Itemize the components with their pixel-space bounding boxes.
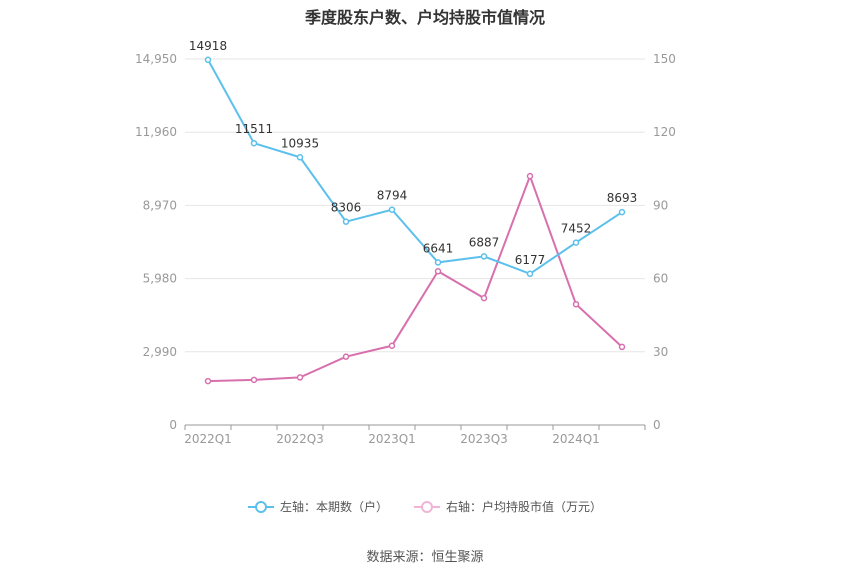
left-axis-tick-label: 11,960 [135, 125, 177, 139]
left-axis-tick-label: 8,970 [143, 198, 177, 212]
legend-right-series-label: 右轴：户均持股市值（万元） [446, 500, 603, 514]
left-series-point [572, 239, 580, 246]
grid-lines [185, 58, 645, 353]
axes: 0 0 2,990 30 5,980 60 8,970 90 11,960 120 14,950 15… [135, 52, 676, 446]
left-series-data-label: 7452 [561, 222, 592, 236]
left-series-data-label: 14918 [189, 39, 227, 53]
right-axis-tick-label: 30 [653, 345, 668, 359]
left-series-point [526, 270, 534, 278]
series-lines [204, 56, 626, 385]
right-series-point [618, 343, 626, 351]
left-series-point [250, 139, 258, 147]
right-series-point [480, 294, 488, 302]
x-axis-tick-label: 2023Q3 [460, 432, 508, 446]
right-axis-tick-label: 0 [653, 418, 661, 432]
right-axis-tick-label: 150 [653, 52, 676, 66]
source-note: 数据来源：恒生聚源 [366, 550, 484, 565]
right-series-point [572, 300, 580, 308]
chart-title: 季度股东户数、户均持股市值情况 [304, 8, 545, 27]
left-series-point [480, 253, 488, 260]
right-series-point [388, 342, 396, 349]
left-series-line [207, 59, 623, 275]
left-series-data-label: 6887 [469, 235, 500, 249]
left-axis-tick-label: 5,980 [143, 272, 177, 286]
left-axis-tick-label: 2,990 [143, 345, 177, 359]
left-series-data-label: 10935 [281, 136, 319, 150]
left-series-data-label: 11511 [235, 122, 273, 136]
right-series-point [342, 353, 350, 360]
x-axis-tick-label: 2024Q1 [552, 432, 600, 446]
left-series-point [204, 56, 212, 64]
left-series-data-label: 6641 [423, 241, 454, 255]
right-series-point [250, 376, 258, 384]
data-labels: 14918 11511 10935 8306 8794 6641 6887 6177 7452 8… [189, 39, 637, 267]
left-series-point [342, 218, 350, 225]
x-axis-tick-label: 2022Q3 [276, 432, 324, 446]
left-series-data-label: 8306 [331, 201, 362, 215]
left-series-data-label: 8693 [607, 191, 638, 205]
right-series-line [207, 173, 623, 383]
legend: 左轴：本期数（户） 右轴：户均持股市值（万元） [0, 498, 850, 515]
legend-left-series-icon [247, 500, 274, 514]
left-series-point [296, 154, 304, 161]
right-series-point [526, 172, 534, 180]
right-axis-tick-label: 120 [653, 125, 676, 139]
right-series-point [296, 374, 304, 381]
left-axis-tick-label: 14,950 [135, 52, 177, 66]
x-axis-tick-label: 2022Q1 [184, 432, 232, 446]
right-series-point [204, 377, 212, 385]
left-series-point [434, 259, 442, 266]
left-series-data-label: 6177 [515, 253, 546, 267]
left-series-data-label: 8794 [377, 189, 408, 203]
right-axis-tick-label: 90 [653, 198, 668, 212]
x-axis-tick-label: 2023Q1 [368, 432, 416, 446]
legend-right-series-icon [414, 500, 440, 514]
right-axis-tick-label: 60 [653, 272, 668, 286]
legend-item-left-series[interactable]: 左轴：本期数（户） [247, 498, 388, 515]
left-series-point [388, 206, 396, 213]
legend-left-series-label: 左轴：本期数（户） [279, 500, 388, 514]
left-series-point [618, 208, 626, 216]
legend-item-right-series[interactable]: 右轴：户均持股市值（万元） [414, 498, 602, 515]
left-axis-tick-label: 0 [169, 418, 177, 432]
right-series-point [434, 268, 442, 275]
